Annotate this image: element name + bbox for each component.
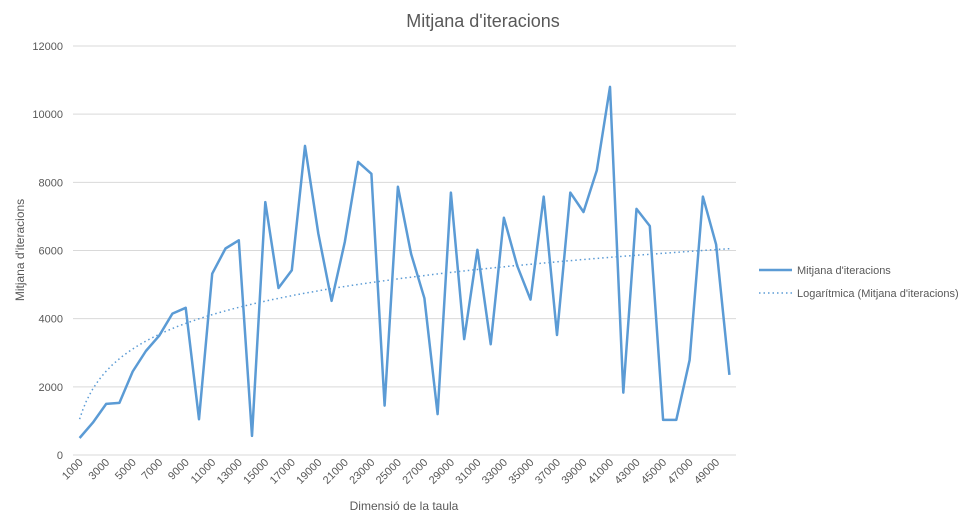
y-tick-label: 8000 [39,177,63,189]
y-tick-label: 6000 [39,246,63,258]
x-tick-label: 23000 [347,457,377,487]
x-tick-label: 27000 [400,457,430,487]
chart-title: Mitjana d'iteracions [406,11,560,31]
legend: Mitjana d'iteracions Logarítmica (Mitjan… [759,265,959,300]
x-tick-label: 43000 [613,457,643,487]
y-axis-label: Mitjana d'iteracions [13,199,27,301]
y-tick-label: 2000 [39,382,63,394]
x-tick-label: 41000 [586,457,616,487]
x-tick-label: 17000 [268,457,298,487]
x-tick-label: 29000 [427,457,457,487]
y-axis-ticks: 0 2000 4000 6000 8000 10000 12000 [32,41,63,462]
x-tick-label: 7000 [140,457,166,483]
x-tick-label: 13000 [215,457,245,487]
y-tick-label: 4000 [39,314,63,326]
x-axis-label: Dimensió de la taula [350,499,459,513]
gridlines [73,45,736,388]
x-tick-label: 5000 [113,457,139,483]
y-tick-label: 0 [57,450,63,462]
y-tick-label: 12000 [32,41,63,53]
x-tick-label: 49000 [692,457,722,487]
x-tick-label: 45000 [639,457,669,487]
x-tick-label: 1000 [60,457,86,483]
x-tick-label: 31000 [453,457,483,487]
x-axis-ticks: 1000 3000 5000 7000 900011000130001500017000… [60,457,722,487]
x-tick-label: 11000 [189,457,219,487]
y-tick-label: 10000 [32,109,63,121]
x-tick-label: 19000 [294,457,324,487]
x-tick-label: 21000 [321,457,351,487]
x-tick-label: 47000 [666,457,696,487]
legend-label-main: Mitjana d'iteracions [797,265,891,277]
legend-label-trend: Logarítmica (Mitjana d'iteracions) [797,288,959,300]
x-tick-label: 39000 [560,457,590,487]
x-tick-label: 35000 [506,457,536,487]
trendline-series [78,247,730,420]
x-tick-label: 9000 [166,457,192,483]
x-tick-label: 25000 [374,457,404,487]
x-tick-label: 33000 [480,457,510,487]
x-tick-label: 37000 [533,457,563,487]
main-series-line [78,85,731,439]
x-tick-label: 3000 [86,457,112,483]
x-tick-label: 15000 [241,457,271,487]
